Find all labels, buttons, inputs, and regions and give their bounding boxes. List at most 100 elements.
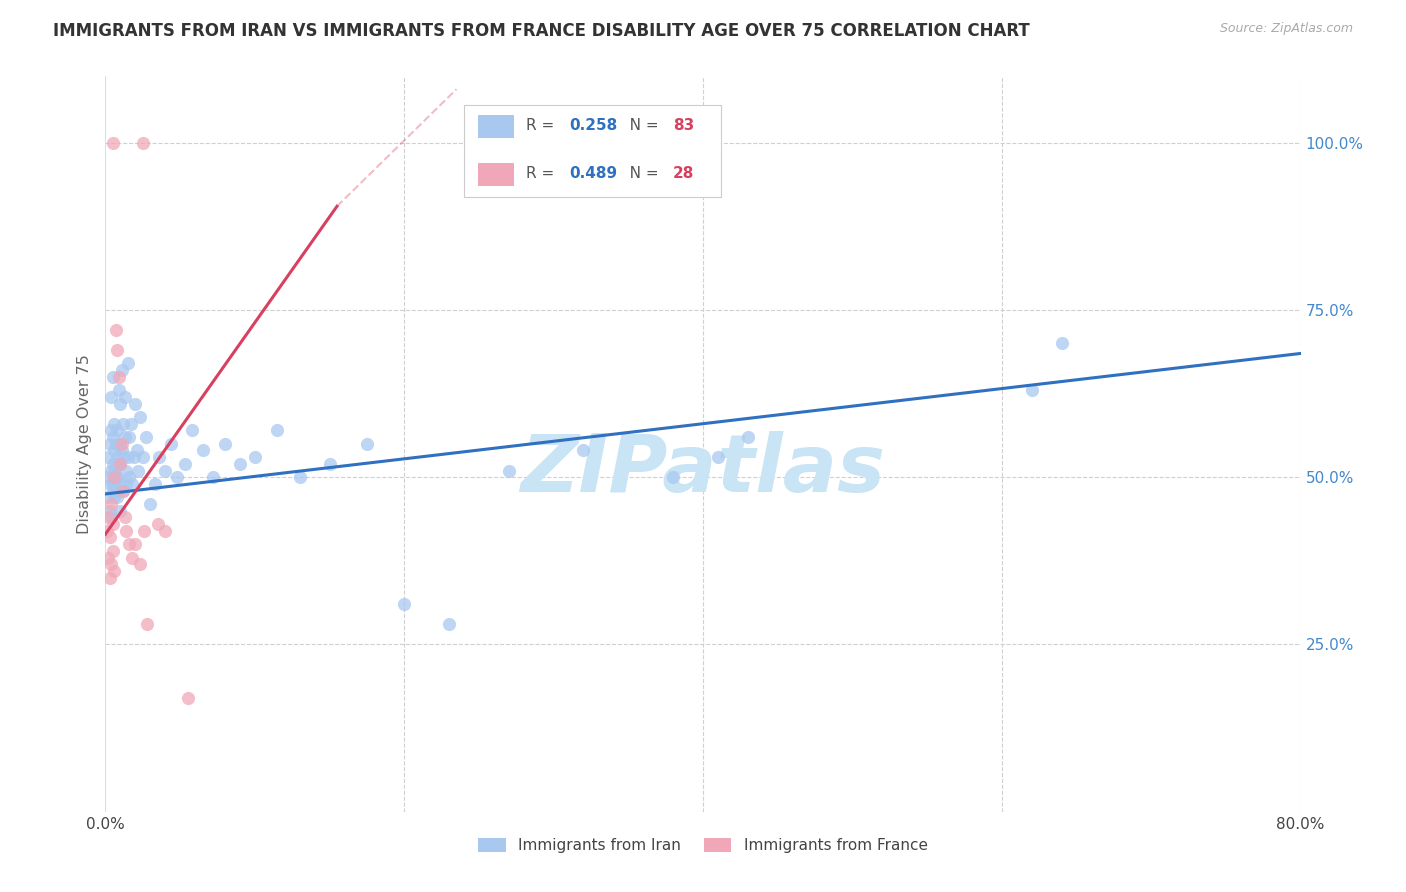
Point (155, 464, 177, 478)
Point (114, 390, 136, 404)
Point (114, 430, 136, 444)
Bar (478, 115, 515, 138)
Point (572, 443, 595, 458)
Point (110, 476, 132, 491)
Point (124, 396, 146, 410)
Text: Source: ZipAtlas.com: Source: ZipAtlas.com (1219, 22, 1353, 36)
Point (146, 516, 169, 531)
Point (139, 497, 162, 511)
Point (100, 557, 122, 572)
Point (103, 443, 125, 458)
Legend: Immigrants from Iran, Immigrants from France: Immigrants from Iran, Immigrants from Fr… (472, 831, 934, 859)
Point (110, 396, 132, 410)
Bar (478, 162, 515, 186)
Text: N =: N = (614, 119, 664, 134)
Text: 0.258: 0.258 (569, 119, 617, 134)
Point (103, 470, 125, 484)
Point (118, 470, 141, 484)
Point (118, 537, 141, 551)
Point (98, 436, 121, 450)
Point (111, 443, 134, 458)
Point (1050, 336, 1073, 351)
Point (229, 457, 252, 471)
Point (176, 690, 198, 705)
Point (101, 457, 124, 471)
Point (108, 369, 131, 384)
Point (112, 450, 135, 464)
Point (107, 424, 129, 438)
Point (97, 450, 120, 464)
Point (97, 510, 120, 524)
Point (103, 476, 125, 491)
Point (132, 136, 155, 150)
Point (104, 470, 127, 484)
Point (104, 436, 127, 450)
Text: R =: R = (526, 166, 560, 181)
Point (97, 550, 120, 565)
Point (103, 464, 125, 478)
Point (117, 356, 139, 371)
Text: 83: 83 (673, 119, 695, 134)
Point (128, 557, 150, 572)
Point (288, 470, 311, 484)
Point (112, 483, 135, 498)
Y-axis label: Disability Age Over 75: Disability Age Over 75 (77, 354, 93, 533)
Point (100, 424, 122, 438)
Point (111, 363, 134, 377)
Point (101, 136, 124, 150)
Text: 0.489: 0.489 (569, 166, 617, 181)
Point (120, 417, 142, 431)
Point (100, 464, 122, 478)
Point (707, 450, 730, 464)
Point (98, 530, 121, 544)
Point (97, 490, 120, 504)
Point (107, 450, 129, 464)
Point (103, 417, 125, 431)
Point (96, 470, 118, 484)
Point (135, 430, 157, 444)
Point (107, 490, 129, 504)
Text: 28: 28 (673, 166, 695, 181)
Point (394, 598, 416, 612)
Point (104, 483, 127, 498)
Point (117, 450, 139, 464)
Text: ZIPatlas: ZIPatlas (520, 431, 886, 508)
Point (121, 550, 143, 565)
Point (118, 430, 141, 444)
Point (101, 430, 124, 444)
Point (96, 524, 118, 538)
Point (125, 443, 148, 458)
Point (115, 464, 138, 478)
FancyBboxPatch shape (464, 105, 721, 197)
Point (101, 483, 124, 498)
Point (107, 470, 129, 484)
Point (266, 424, 288, 438)
Point (160, 436, 183, 450)
Point (166, 470, 188, 484)
Point (155, 524, 177, 538)
Point (104, 457, 127, 471)
Point (132, 450, 155, 464)
Point (104, 323, 127, 337)
Point (148, 450, 170, 464)
Point (122, 450, 145, 464)
Point (214, 436, 236, 450)
Point (136, 617, 159, 632)
Point (173, 457, 195, 471)
Point (101, 476, 124, 491)
Point (114, 510, 136, 524)
Point (124, 537, 146, 551)
Point (115, 476, 138, 491)
Point (98, 571, 121, 585)
Point (108, 457, 131, 471)
Point (101, 369, 124, 384)
Point (737, 430, 759, 444)
Point (121, 476, 143, 491)
Point (100, 390, 122, 404)
Text: R =: R = (526, 119, 560, 134)
Text: N =: N = (614, 166, 664, 181)
Point (437, 617, 460, 632)
Point (191, 443, 214, 458)
Point (111, 436, 134, 450)
Point (127, 464, 149, 478)
